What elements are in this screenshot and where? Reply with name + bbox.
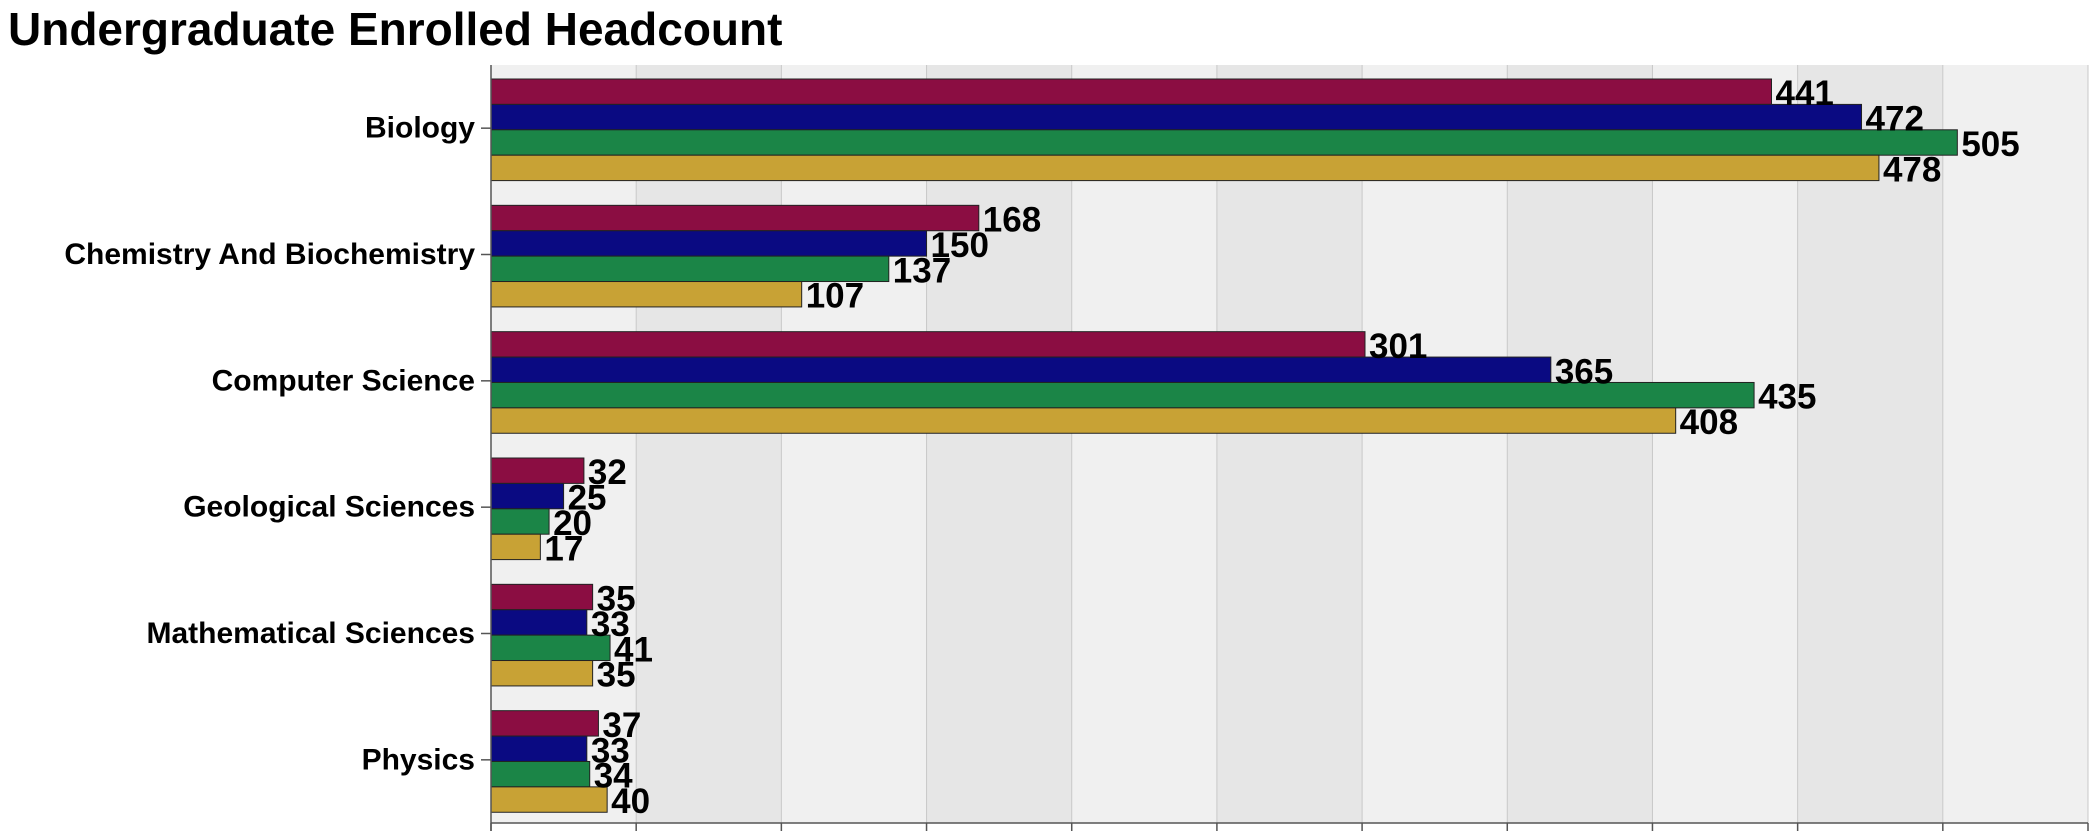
data-label: 25 (568, 479, 607, 518)
grid-band (781, 65, 927, 823)
data-label: 478 (1883, 150, 1941, 189)
gridlines (635, 65, 2089, 823)
category-label: Computer Science (212, 364, 475, 397)
bar (490, 660, 594, 687)
category-label: Chemistry And Biochemistry (64, 238, 475, 271)
data-label: 107 (806, 277, 864, 316)
bar (490, 103, 1863, 131)
data-label: 32 (588, 453, 627, 492)
bar (490, 735, 588, 762)
data-label: 472 (1866, 100, 1924, 139)
bar (490, 230, 928, 257)
category-label: Mathematical Sciences (147, 617, 476, 650)
bar (490, 204, 980, 232)
grid-band (1071, 65, 1217, 823)
bar (490, 281, 803, 308)
grid-band (1362, 65, 1508, 823)
plot-background (491, 65, 2088, 823)
category-label: Physics (362, 743, 475, 776)
data-label: 33 (591, 605, 630, 644)
data-label: 168 (983, 201, 1041, 240)
bar (490, 255, 890, 283)
data-label: 33 (591, 731, 630, 770)
data-label: 41 (614, 630, 653, 669)
data-label: 40 (611, 782, 650, 821)
data-label: 301 (1369, 327, 1427, 366)
data-label: 20 (553, 504, 592, 543)
data-label: 150 (931, 226, 989, 265)
grid-band (491, 65, 637, 823)
chart-title: Undergraduate Enrolled Headcount (8, 3, 783, 55)
bar (490, 482, 565, 510)
grid-band (926, 65, 1072, 823)
grid-band (1507, 65, 1653, 823)
data-label: 35 (597, 656, 636, 695)
data-label: 34 (594, 757, 633, 796)
bar (490, 583, 594, 611)
grid-band (636, 65, 782, 823)
data-label: 505 (1961, 125, 2019, 164)
bar (490, 407, 1677, 434)
data-label: 408 (1680, 403, 1738, 442)
grid-band (1797, 65, 1943, 823)
bar (490, 710, 599, 737)
data-label: 137 (893, 251, 951, 290)
bar (490, 508, 550, 535)
bar (490, 533, 541, 561)
bar (490, 356, 1552, 383)
grid-band (1942, 65, 2088, 823)
axes (481, 65, 2089, 831)
bar (490, 760, 591, 788)
category-label: Geological Sciences (183, 491, 475, 524)
bar (490, 129, 1958, 156)
data-label: 435 (1758, 378, 1816, 417)
bar (490, 78, 1773, 105)
data-label: 35 (597, 580, 636, 619)
data-label: 17 (544, 529, 583, 568)
bars (490, 78, 1958, 813)
grid-band (1216, 65, 1363, 823)
bar (490, 786, 608, 813)
data-label: 365 (1555, 352, 1613, 391)
bar (490, 609, 588, 636)
category-label: Biology (365, 112, 475, 145)
data-label: 37 (602, 706, 641, 745)
bar (490, 154, 1880, 182)
data-label: 441 (1776, 74, 1834, 113)
grid-band (1652, 65, 1798, 823)
bar (490, 331, 1366, 358)
labels: Biology Chemistry And Biochemistry Compute… (64, 74, 2019, 821)
